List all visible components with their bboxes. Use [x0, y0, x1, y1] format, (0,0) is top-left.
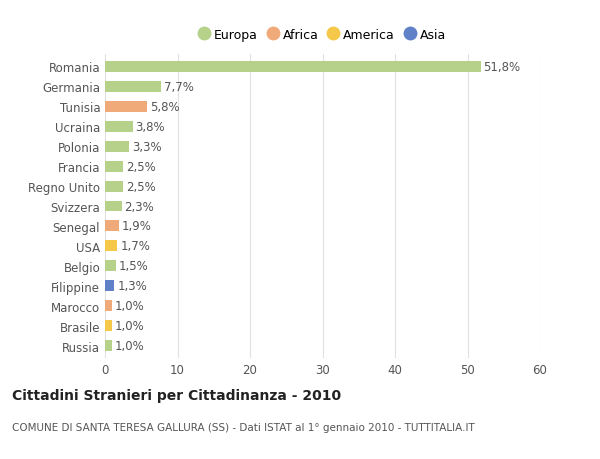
- Legend: Europa, Africa, America, Asia: Europa, Africa, America, Asia: [196, 27, 449, 45]
- Bar: [105, 261, 116, 272]
- Bar: [105, 321, 112, 331]
- Text: Cittadini Stranieri per Cittadinanza - 2010: Cittadini Stranieri per Cittadinanza - 2…: [12, 388, 341, 402]
- Bar: [105, 221, 119, 232]
- Bar: [105, 341, 112, 352]
- Text: 1,0%: 1,0%: [115, 300, 145, 313]
- Bar: [105, 281, 115, 292]
- Text: 1,0%: 1,0%: [115, 319, 145, 333]
- Text: 3,8%: 3,8%: [136, 120, 165, 133]
- Bar: [105, 62, 481, 73]
- Bar: [105, 121, 133, 132]
- Text: 2,5%: 2,5%: [126, 180, 156, 193]
- Text: 1,3%: 1,3%: [118, 280, 147, 293]
- Bar: [105, 161, 123, 172]
- Text: 3,3%: 3,3%: [132, 140, 161, 153]
- Text: 2,5%: 2,5%: [126, 160, 156, 173]
- Text: COMUNE DI SANTA TERESA GALLURA (SS) - Dati ISTAT al 1° gennaio 2010 - TUTTITALIA: COMUNE DI SANTA TERESA GALLURA (SS) - Da…: [12, 422, 475, 432]
- Text: 51,8%: 51,8%: [484, 61, 521, 73]
- Text: 2,3%: 2,3%: [125, 200, 154, 213]
- Bar: [105, 201, 122, 212]
- Text: 1,9%: 1,9%: [122, 220, 152, 233]
- Text: 1,0%: 1,0%: [115, 340, 145, 353]
- Text: 1,7%: 1,7%: [120, 240, 150, 253]
- Bar: [105, 141, 129, 152]
- Bar: [105, 82, 161, 92]
- Text: 7,7%: 7,7%: [164, 80, 194, 94]
- Bar: [105, 101, 147, 112]
- Bar: [105, 181, 123, 192]
- Text: 5,8%: 5,8%: [150, 101, 179, 113]
- Bar: [105, 301, 112, 312]
- Text: 1,5%: 1,5%: [119, 260, 149, 273]
- Bar: [105, 241, 118, 252]
